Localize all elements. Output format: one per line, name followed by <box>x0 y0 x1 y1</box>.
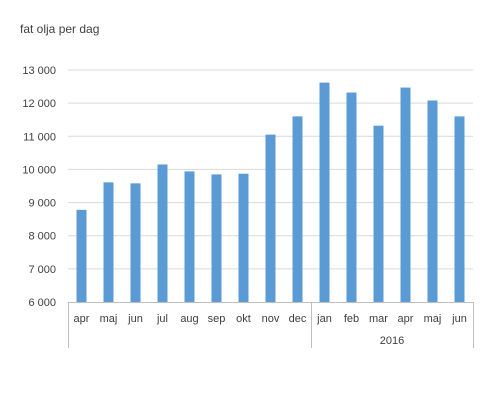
bar <box>265 134 276 302</box>
x-tick-label: aug <box>180 313 198 325</box>
bar <box>292 116 303 303</box>
y-tick-label: 11 000 <box>23 131 56 143</box>
x-tick-label: apr <box>74 313 90 325</box>
bar <box>427 100 438 303</box>
x-group-label: 2016 <box>380 335 404 347</box>
x-tick-label: mar <box>369 313 388 325</box>
y-tick-label: 9 000 <box>28 198 56 210</box>
x-tick-label: okt <box>236 313 251 325</box>
labels: 6 000 7 000 8 000 9 000 10 000 11 000 12 000 13… <box>22 65 467 347</box>
y-tick-label: 6 000 <box>28 297 56 309</box>
x-tick-label: jul <box>156 313 168 325</box>
y-tick-label: 10 000 <box>22 164 56 176</box>
x-tick-label: maj <box>424 313 442 325</box>
x-tick-label: jun <box>451 313 467 325</box>
bar <box>238 173 249 302</box>
x-tick-label: dec <box>289 313 307 325</box>
bar <box>184 171 195 302</box>
bar <box>76 209 87 302</box>
bar <box>454 116 465 303</box>
axes <box>68 302 474 348</box>
bar <box>346 92 357 302</box>
x-tick-label: nov <box>262 313 280 325</box>
y-tick-label: 7 000 <box>28 264 56 276</box>
bars <box>76 82 465 303</box>
y-tick-label: 13 000 <box>22 65 56 77</box>
x-tick-label: jan <box>316 313 332 325</box>
bar <box>157 164 168 302</box>
y-axis-unit-label: fat olja per dag <box>20 22 99 36</box>
x-tick-label: jun <box>127 313 143 325</box>
bar <box>319 82 330 302</box>
x-tick-label: apr <box>398 313 414 325</box>
x-tick-label: maj <box>100 313 118 325</box>
bar <box>130 183 141 302</box>
bar <box>400 87 411 303</box>
x-tick-label: sep <box>208 313 226 325</box>
y-tick-label: 8 000 <box>28 231 56 243</box>
bar <box>373 125 384 303</box>
y-tick-label: 12 000 <box>22 98 56 110</box>
x-tick-label: feb <box>344 313 359 325</box>
bar <box>211 174 222 302</box>
bar <box>103 182 114 302</box>
